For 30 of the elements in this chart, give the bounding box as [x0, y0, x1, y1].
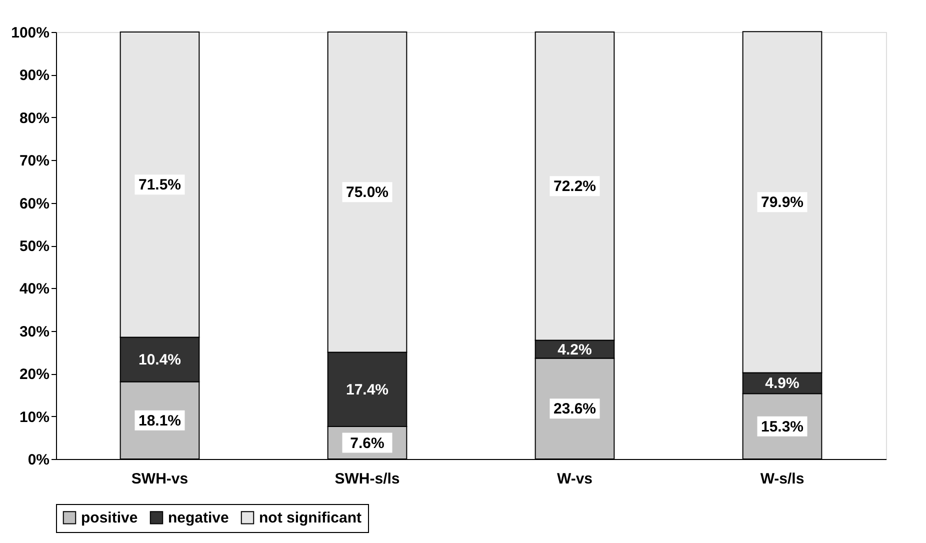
- y-tick-label: 80%: [19, 110, 50, 127]
- x-tick-label: SWH-vs: [131, 470, 188, 488]
- data-label: 71.5%: [138, 176, 182, 194]
- x-tick-label: W-s/ls: [760, 470, 804, 488]
- y-tick-label: 60%: [19, 195, 50, 212]
- data-label: 23.6%: [553, 400, 596, 418]
- data-label: 17.4%: [346, 381, 389, 398]
- data-label: 4.2%: [558, 341, 592, 358]
- legend-label: negative: [168, 510, 229, 527]
- y-tick-label: 40%: [19, 280, 50, 298]
- x-tick-label: SWH-s/ls: [334, 470, 400, 488]
- y-tick-label: 20%: [19, 366, 50, 384]
- y-tick-label: 10%: [19, 408, 50, 426]
- data-label: 7.6%: [350, 434, 384, 452]
- data-label: 18.1%: [138, 412, 182, 430]
- legend-label: not significant: [259, 510, 362, 527]
- data-label: 72.2%: [553, 178, 596, 196]
- data-label: 79.9%: [760, 194, 804, 212]
- data-label: 4.9%: [765, 375, 800, 392]
- y-tick-label: 100%: [11, 24, 50, 42]
- x-tick-label: W-vs: [556, 470, 593, 488]
- y-tick-label: 0%: [28, 452, 50, 468]
- data-label: 15.3%: [760, 418, 804, 436]
- y-tick-label: 30%: [19, 323, 50, 340]
- data-label: 10.4%: [138, 352, 182, 369]
- legend-label: positive: [81, 510, 138, 527]
- y-tick-label: 70%: [19, 152, 50, 170]
- y-tick-label: 50%: [19, 238, 50, 255]
- y-tick-label: 90%: [19, 67, 50, 84]
- data-label: 75.0%: [346, 184, 389, 202]
